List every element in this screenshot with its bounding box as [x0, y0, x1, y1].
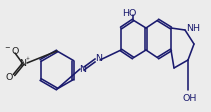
Text: N: N — [79, 65, 86, 73]
Text: HO: HO — [122, 9, 136, 17]
Text: N: N — [95, 54, 102, 62]
Text: O: O — [6, 72, 13, 82]
Text: $^-$O: $^-$O — [3, 44, 20, 56]
Text: OH: OH — [183, 94, 197, 102]
Text: NH: NH — [186, 24, 200, 32]
Text: $^+$: $^+$ — [25, 57, 31, 63]
Text: N: N — [19, 58, 26, 68]
